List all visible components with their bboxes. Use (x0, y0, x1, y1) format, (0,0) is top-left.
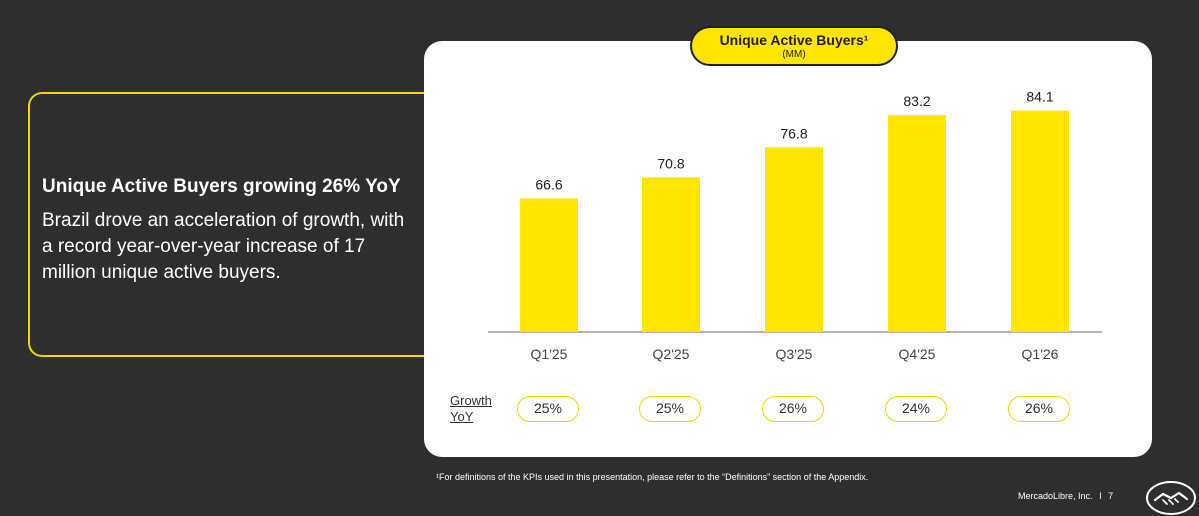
chart-title-pill: Unique Active Buyers¹ (MM) (690, 26, 898, 66)
data-label: 76.8 (780, 125, 807, 141)
growth-pill: 24% (885, 396, 947, 422)
callout-body: Brazil drove an acceleration of growth, … (42, 210, 405, 283)
bar (888, 115, 946, 332)
data-label: 84.1 (1026, 89, 1053, 105)
callout-box (28, 92, 426, 357)
bar (765, 147, 823, 332)
footer-brand: MercadoLibre, Inc. I 7 (1018, 491, 1113, 501)
growth-label-line1: Growth (450, 393, 492, 408)
chart-unit: (MM) (782, 49, 806, 60)
x-tick-label: Q2'25 (653, 346, 690, 362)
company-name: MercadoLibre, Inc. (1018, 491, 1093, 501)
callout-title: Unique Active Buyers growing 26% YoY (42, 176, 401, 197)
footnote: ¹For definitions of the KPIs used in thi… (436, 472, 869, 482)
data-label: 70.8 (657, 155, 684, 171)
bar (1011, 110, 1069, 332)
x-tick-label: Q4'25 (899, 346, 936, 362)
growth-pill: 26% (762, 396, 824, 422)
footer-separator: I (1099, 491, 1102, 501)
growth-yoy-label: Growth YoY (450, 393, 492, 425)
growth-label-line2: YoY (450, 409, 474, 424)
page-number: 7 (1108, 491, 1114, 501)
bar-chart: 66.6 Q1'25 70.8 Q2'25 76.8 Q3'25 83.2 Q4'25 84.1… (488, 89, 1102, 362)
x-tick-label: Q3'25 (776, 346, 813, 362)
chart-title: Unique Active Buyers¹ (719, 32, 869, 48)
data-label: 83.2 (903, 93, 930, 109)
handshake-logo-icon (1146, 481, 1196, 515)
bar (520, 198, 578, 332)
bar (642, 177, 700, 332)
growth-pill: 25% (517, 396, 579, 422)
x-tick-label: Q1'26 (1022, 346, 1059, 362)
growth-pill: 26% (1008, 396, 1070, 422)
growth-pill: 25% (639, 396, 701, 422)
data-label: 66.6 (535, 176, 562, 192)
x-tick-label: Q1'25 (531, 346, 568, 362)
